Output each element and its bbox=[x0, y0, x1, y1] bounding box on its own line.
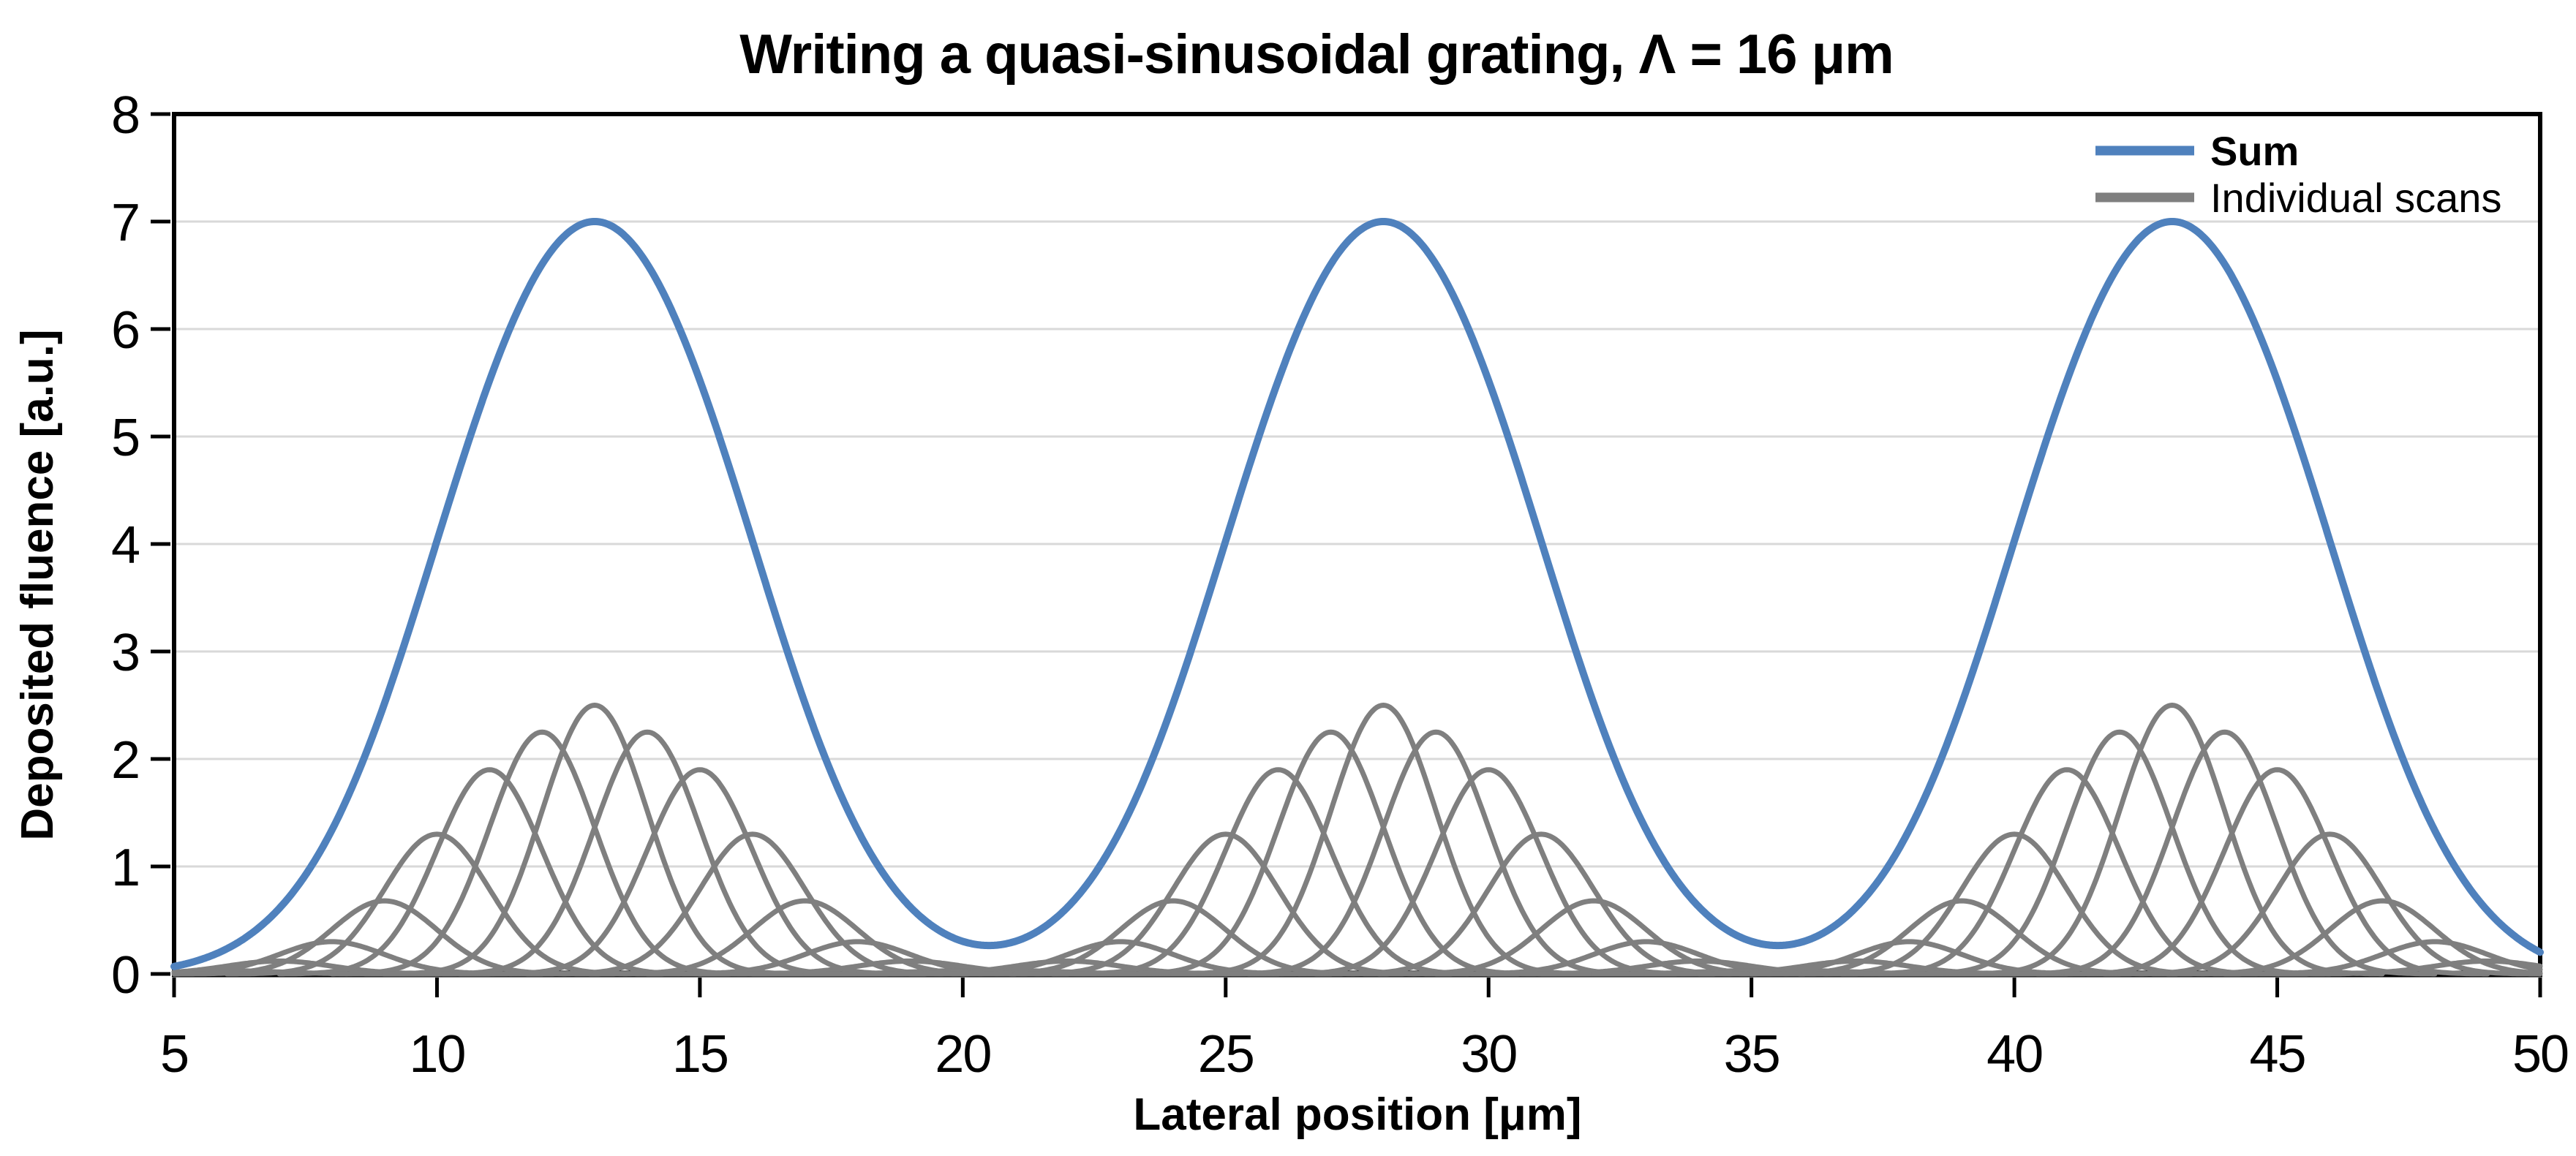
scan-curve-28 bbox=[1170, 703, 1597, 977]
scan-curve-25 bbox=[1012, 831, 1439, 977]
x-tick-label-10: 10 bbox=[409, 1025, 464, 1084]
y-tick-label-7: 7 bbox=[111, 194, 139, 252]
legend: Sum Individual scans bbox=[2095, 128, 2501, 221]
sum-series bbox=[170, 218, 2544, 970]
x-tick-label-15: 15 bbox=[672, 1025, 728, 1084]
y-tick-label-4: 4 bbox=[111, 516, 139, 575]
scan-curve-26 bbox=[1065, 767, 1491, 977]
x-tick-label-45: 45 bbox=[2250, 1025, 2305, 1084]
scan-curve-46 bbox=[2117, 831, 2543, 977]
x-tick-label-30: 30 bbox=[1461, 1025, 1516, 1084]
y-tick-label-1: 1 bbox=[111, 839, 139, 897]
scan-curve-43 bbox=[1959, 703, 2385, 977]
scan-curve-13 bbox=[382, 703, 808, 977]
scan-curve-14 bbox=[434, 729, 861, 977]
x-axis-label: Lateral position [μm] bbox=[1133, 1089, 1581, 1140]
scan-curve-16 bbox=[539, 831, 965, 977]
y-tick-label-3: 3 bbox=[111, 624, 139, 682]
x-tick-label-25: 25 bbox=[1198, 1025, 1254, 1084]
x-tick-label-50: 50 bbox=[2512, 1025, 2568, 1084]
scan-curve-40 bbox=[1801, 831, 2228, 977]
y-tick-label-2: 2 bbox=[111, 731, 139, 790]
scan-curve-44 bbox=[2011, 729, 2438, 977]
legend-entry-sum: Sum bbox=[2095, 128, 2299, 174]
gridlines bbox=[176, 220, 2538, 868]
legend-label-sum: Sum bbox=[2210, 128, 2299, 174]
y-tick-label-6: 6 bbox=[111, 301, 139, 360]
y-tick-label-0: 0 bbox=[111, 946, 139, 1005]
scan-curve-29 bbox=[1223, 729, 1649, 977]
individual-scans-series bbox=[171, 703, 2543, 977]
scan-curve-49 bbox=[2275, 958, 2543, 977]
scan-curve-31 bbox=[1328, 831, 1755, 977]
x-tick-label-40: 40 bbox=[1986, 1025, 2042, 1084]
y-tick-label-5: 5 bbox=[111, 409, 139, 467]
x-tick-label-35: 35 bbox=[1724, 1025, 1780, 1084]
scan-curve-11 bbox=[276, 767, 703, 977]
y-tick-label-8: 8 bbox=[111, 86, 139, 145]
legend-label-individual-scans: Individual scans bbox=[2210, 175, 2501, 221]
scan-curve-41 bbox=[1853, 767, 2281, 977]
y-axis-label: Deposited fluence [a.u.] bbox=[12, 329, 63, 840]
legend-entry-individual-scans: Individual scans bbox=[2095, 175, 2501, 221]
x-tick-label-20: 20 bbox=[935, 1025, 990, 1084]
chart-title: Writing a quasi-sinusoidal grating, Λ = … bbox=[739, 23, 1893, 86]
scan-curve-10 bbox=[224, 831, 650, 977]
x-tick-label-5: 5 bbox=[160, 1025, 188, 1084]
